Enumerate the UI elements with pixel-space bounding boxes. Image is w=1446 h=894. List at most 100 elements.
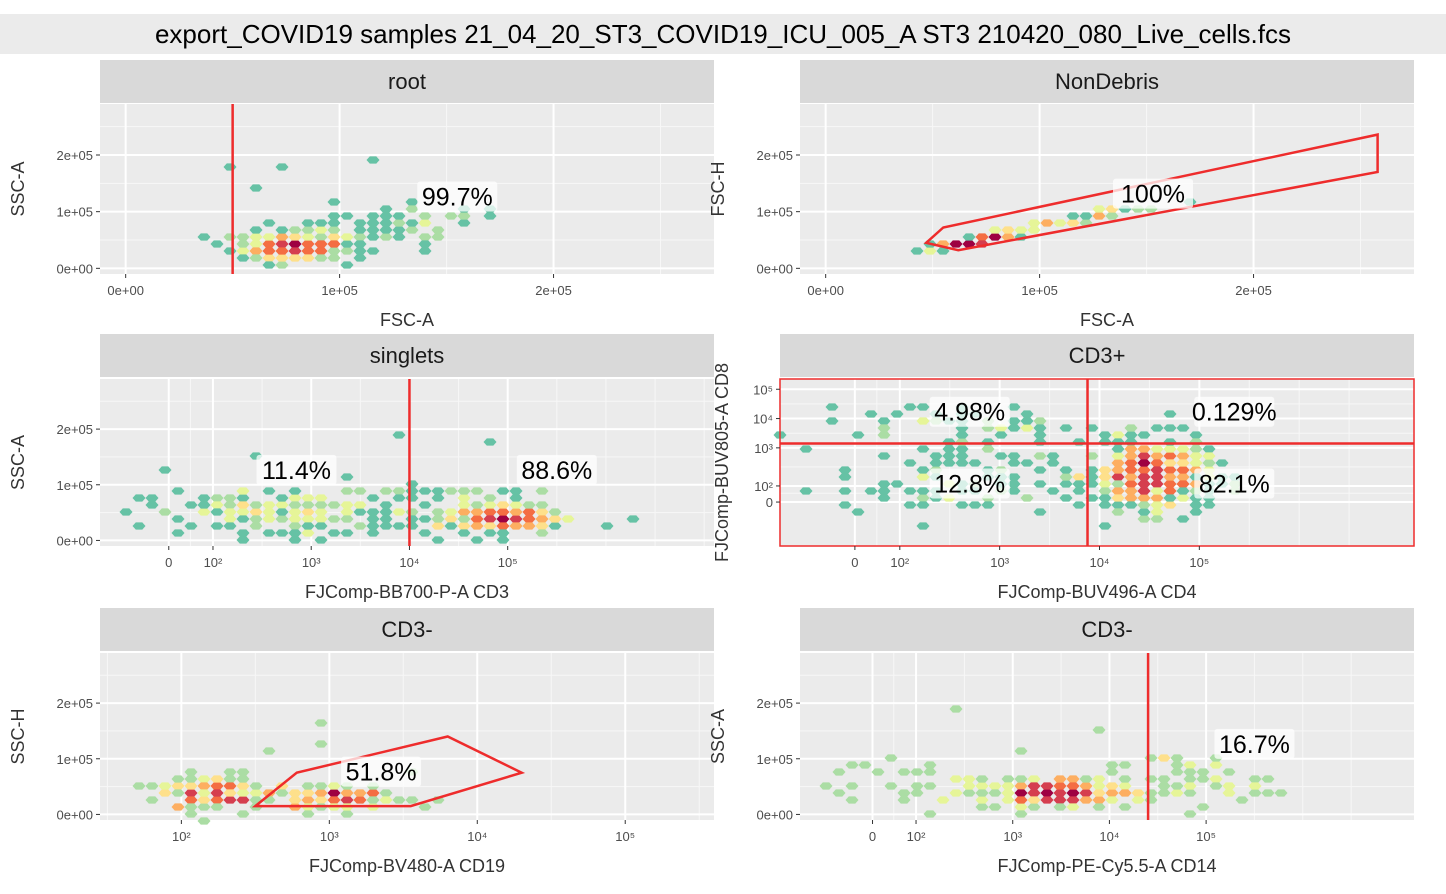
density-hex — [942, 459, 956, 467]
gate-polygon — [923, 133, 1379, 252]
density-hex — [301, 508, 315, 516]
density-hex — [418, 803, 432, 811]
density-hexes — [197, 156, 497, 269]
density-hex — [1170, 782, 1184, 790]
density-hex — [132, 782, 146, 790]
density-hex — [1092, 726, 1106, 734]
gate-label-bg — [1112, 178, 1193, 209]
density-hex — [340, 515, 354, 523]
density-hex — [845, 782, 859, 790]
density-hex — [236, 796, 250, 804]
density-hex — [1066, 782, 1080, 790]
density-hex — [262, 529, 276, 537]
density-hex — [1176, 466, 1190, 474]
density-hex — [288, 254, 302, 262]
density-hex — [1124, 487, 1138, 495]
density-hex — [1014, 747, 1028, 755]
density-hex — [210, 796, 224, 804]
density-hex — [418, 240, 432, 248]
density-hex — [340, 501, 354, 509]
density-hex — [301, 501, 315, 509]
density-hex — [1176, 424, 1190, 432]
gate-label-bg — [929, 468, 1010, 499]
density-hex — [301, 796, 315, 804]
density-hex — [249, 782, 263, 790]
density-hex — [340, 796, 354, 804]
density-hex — [1059, 473, 1073, 481]
density-hex — [301, 529, 315, 537]
density-hex — [1027, 226, 1041, 234]
facet-strip-label: NonDebris — [1055, 69, 1159, 94]
density-hex — [366, 247, 380, 255]
panel-background — [780, 379, 1414, 546]
density-hex — [1079, 212, 1093, 220]
density-hex — [1020, 424, 1034, 432]
gate-label-bg — [417, 181, 498, 212]
gate-percentage-label: 0.129% — [1192, 399, 1277, 427]
density-hex — [353, 233, 367, 241]
major-grid — [800, 104, 1414, 274]
density-hex — [535, 508, 549, 516]
density-hex — [1111, 466, 1125, 474]
density-hex — [197, 789, 211, 797]
density-hex — [949, 789, 963, 797]
density-hex — [626, 515, 640, 523]
density-hex — [210, 501, 224, 509]
density-hex — [1053, 219, 1067, 227]
x-tick-label: 10² — [907, 829, 926, 844]
density-hex — [936, 247, 950, 255]
density-hex — [1137, 515, 1151, 523]
density-hex — [314, 508, 328, 516]
density-hex — [1189, 445, 1203, 453]
density-hex — [1176, 494, 1190, 502]
x-tick-label: 10⁵ — [1196, 829, 1216, 844]
density-hex — [327, 240, 341, 248]
density-hex — [418, 247, 432, 255]
density-hex — [916, 403, 930, 411]
density-hex — [799, 487, 813, 495]
density-hex — [1027, 219, 1041, 227]
density-hex — [1150, 459, 1164, 467]
x-tick-label: 10² — [890, 555, 909, 570]
density-hex — [496, 529, 510, 537]
density-hex — [1222, 768, 1236, 776]
density-hex — [210, 494, 224, 502]
density-hex — [1163, 473, 1177, 481]
density-hex — [418, 212, 432, 220]
density-hex — [916, 473, 930, 481]
density-hex — [496, 501, 510, 509]
density-hex — [379, 226, 393, 234]
density-hex — [994, 452, 1008, 460]
density-hex — [975, 775, 989, 783]
y-tick-label: 0e+00 — [56, 807, 93, 822]
density-hex — [288, 529, 302, 537]
density-hex — [903, 403, 917, 411]
density-hex — [1176, 459, 1190, 467]
density-hex — [1202, 452, 1216, 460]
density-hex — [327, 226, 341, 234]
density-hex — [1131, 796, 1145, 804]
density-hex — [929, 452, 943, 460]
density-hex — [353, 247, 367, 255]
facet-strip — [800, 608, 1414, 651]
density-hex — [1209, 782, 1223, 790]
density-hex — [405, 205, 419, 213]
density-hex — [1079, 796, 1093, 804]
x-tick-label: 10⁵ — [498, 555, 518, 570]
density-hex — [236, 501, 250, 509]
density-hex — [1105, 789, 1119, 797]
density-hex — [444, 212, 458, 220]
x-axis-title: FSC-A — [380, 310, 434, 330]
density-hex — [327, 782, 341, 790]
density-hex — [955, 459, 969, 467]
density-hex — [1163, 487, 1177, 495]
density-hex — [838, 501, 852, 509]
density-hex — [379, 233, 393, 241]
density-hex — [314, 789, 328, 797]
density-hex — [1137, 452, 1151, 460]
density-hex — [340, 789, 354, 797]
density-hex — [444, 522, 458, 530]
density-hex — [392, 226, 406, 234]
x-axis-title: FJComp-BB700-P-A CD3 — [305, 582, 509, 602]
panel-2: singlets 11.4% 88.6% 0 10² 10³ 10⁴ 10⁵ 0e+00 1e+0… — [8, 334, 714, 602]
